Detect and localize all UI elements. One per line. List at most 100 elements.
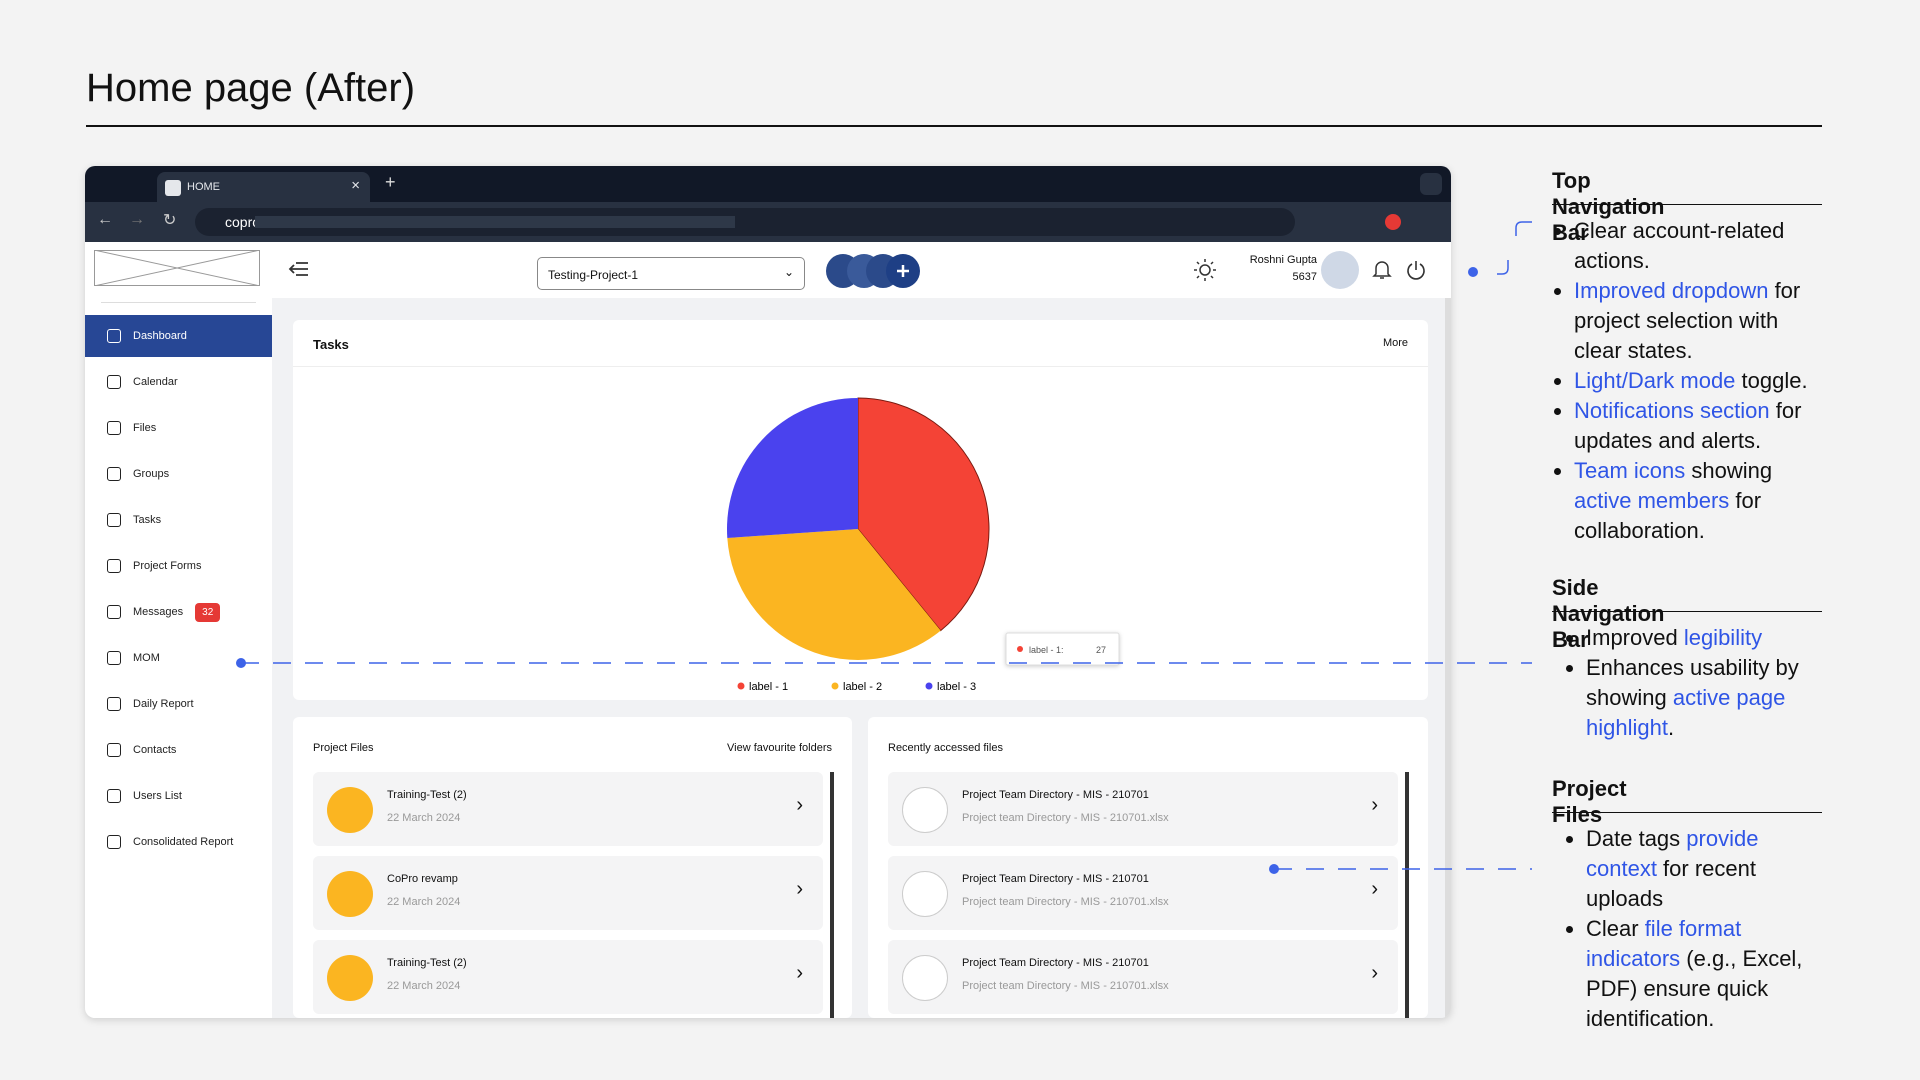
nav-item[interactable]: MOM (85, 637, 272, 679)
connector-dot (1468, 267, 1478, 277)
note-rule (1552, 204, 1822, 205)
file-item[interactable]: Project Team Directory - MIS - 210701 Pro… (888, 856, 1398, 930)
legend-swatch (925, 682, 933, 690)
theme-toggle[interactable] (1193, 258, 1217, 282)
nav-icon (107, 743, 121, 757)
forward-button[interactable]: → (129, 211, 145, 228)
nav-item[interactable]: Groups (85, 453, 272, 495)
sidebar: Dashboard Calendar Files Groups Tasks Project… (85, 298, 272, 1018)
project-dropdown[interactable]: Testing-Project-1 ⌄ (537, 257, 805, 290)
tab-bar: HOME × + (85, 166, 1451, 202)
nav-item[interactable]: Contacts (85, 729, 272, 771)
legend-swatch (831, 682, 839, 690)
file-meta: 22 March 2024 (387, 980, 461, 992)
nav-icon (107, 513, 121, 527)
note-list: Clear account-related actions.Improved d… (1552, 216, 1822, 546)
nav-label: Dashboard (133, 330, 187, 342)
nav-label: Files (133, 422, 157, 434)
user-name: Roshni Gupta (1249, 254, 1317, 266)
nav-label: Daily Report (133, 698, 194, 710)
nav-label: Project Forms (133, 560, 202, 572)
file-icon (902, 871, 948, 917)
file-item[interactable]: Training-Test (2) 22 March 2024 › (313, 940, 823, 1014)
note-item: Clear file format indicators (e.g., Exce… (1586, 914, 1822, 1034)
chevron: › (796, 794, 803, 816)
note-list: Date tags provide context for recent upl… (1552, 824, 1822, 1034)
more-link[interactable]: More (1382, 337, 1408, 349)
note-highlight: active members (1574, 488, 1730, 513)
profile-badge[interactable] (1385, 214, 1401, 230)
menu-toggle[interactable] (288, 260, 310, 278)
nav-icon (107, 651, 121, 665)
nav-item[interactable]: Consolidated Report (85, 821, 272, 863)
card-title: Project Files (313, 742, 374, 754)
nav-icon (107, 605, 121, 619)
nav-item[interactable]: Daily Report (85, 683, 272, 725)
nav-item[interactable]: Tasks (85, 499, 272, 541)
file-icon (327, 955, 373, 1001)
team-icons[interactable] (825, 252, 925, 290)
note-heading: Project Files (1552, 776, 1627, 827)
app-header: Testing-Project-1 ⌄ Roshni Gupta 5637 (85, 242, 1451, 298)
file-item[interactable]: Project Team Directory - MIS - 210701 Pro… (888, 940, 1398, 1014)
file-icon (327, 787, 373, 833)
title-rule (86, 125, 1822, 127)
note-item: Team icons showing active members for co… (1574, 456, 1822, 546)
file-name: Project Team Directory - MIS - 210701 (962, 957, 1149, 969)
favourite-folders-link[interactable]: View favourite folders (727, 742, 832, 754)
card-title: Tasks (313, 337, 349, 352)
note-text: Enhances usability by showing (1586, 655, 1799, 710)
nav-item[interactable]: Dashboard (85, 315, 272, 357)
tab-menu[interactable] (1420, 173, 1442, 195)
tab[interactable]: HOME × (157, 172, 370, 202)
file-meta: Project team Directory - MIS - 210701.xl… (962, 896, 1169, 908)
note-item: Notifications section for updates and al… (1574, 396, 1822, 456)
url-redacted (255, 216, 735, 228)
nav-item[interactable]: Messages 32 (85, 591, 272, 633)
note-text: for project selection with clear states. (1574, 278, 1801, 363)
nav-label: Contacts (133, 744, 177, 756)
note-text: showing (1685, 458, 1773, 483)
tab-favicon (165, 180, 181, 196)
project-name: Testing-Project-1 (548, 268, 639, 282)
logout[interactable] (1405, 259, 1427, 281)
card-divider (293, 366, 1428, 367)
file-meta: 22 March 2024 (387, 812, 461, 824)
tooltip-box (1005, 632, 1120, 666)
nav-icon (107, 789, 121, 803)
file-item[interactable]: CoPro revamp 22 March 2024 › (313, 856, 823, 930)
scrollbar[interactable] (1445, 298, 1451, 1018)
note-text: . (1667, 715, 1675, 740)
note-text: toggle. (1735, 368, 1808, 393)
file-meta: Project team Directory - MIS - 210701.xl… (962, 812, 1169, 824)
tooltip-value: 27 (1096, 645, 1106, 655)
nav-item[interactable]: Calendar (85, 361, 272, 403)
nav-label: Messages (133, 606, 184, 618)
nav-item[interactable]: Files (85, 407, 272, 449)
tooltip: label - 1: 27 (1005, 632, 1120, 666)
nav-label: Tasks (133, 514, 162, 526)
file-name: Training-Test (2) (387, 789, 467, 801)
connector (1497, 221, 1532, 275)
back-button[interactable]: ← (97, 211, 113, 228)
nav-item[interactable]: Users List (85, 775, 272, 817)
scrollbar[interactable] (830, 772, 834, 1018)
reload-button[interactable]: ↻ (163, 212, 177, 229)
file-name: Training-Test (2) (387, 957, 467, 969)
user-avatar[interactable] (1321, 251, 1359, 289)
file-item[interactable]: Training-Test (2) 22 March 2024 › (313, 772, 823, 846)
scrollbar[interactable] (1405, 772, 1409, 1018)
url-field[interactable]: copro (195, 208, 1295, 236)
nav-item[interactable]: Project Forms (85, 545, 272, 587)
pie-slice (727, 529, 941, 660)
notifications[interactable] (1372, 259, 1392, 281)
new-tab[interactable]: + (385, 172, 396, 192)
dropdown-caret: ⌄ (783, 265, 794, 279)
tooltip-swatch (1017, 646, 1023, 652)
note-item: Improved dropdown for project selection … (1574, 276, 1822, 366)
recent-files-card: Recently accessed files Project Team Dir… (868, 717, 1428, 1018)
note-text: Date tags (1586, 826, 1687, 851)
nav-label: MOM (133, 652, 160, 664)
tab-close[interactable]: × (351, 177, 360, 194)
file-item[interactable]: Project Team Directory - MIS - 210701 Pro… (888, 772, 1398, 846)
